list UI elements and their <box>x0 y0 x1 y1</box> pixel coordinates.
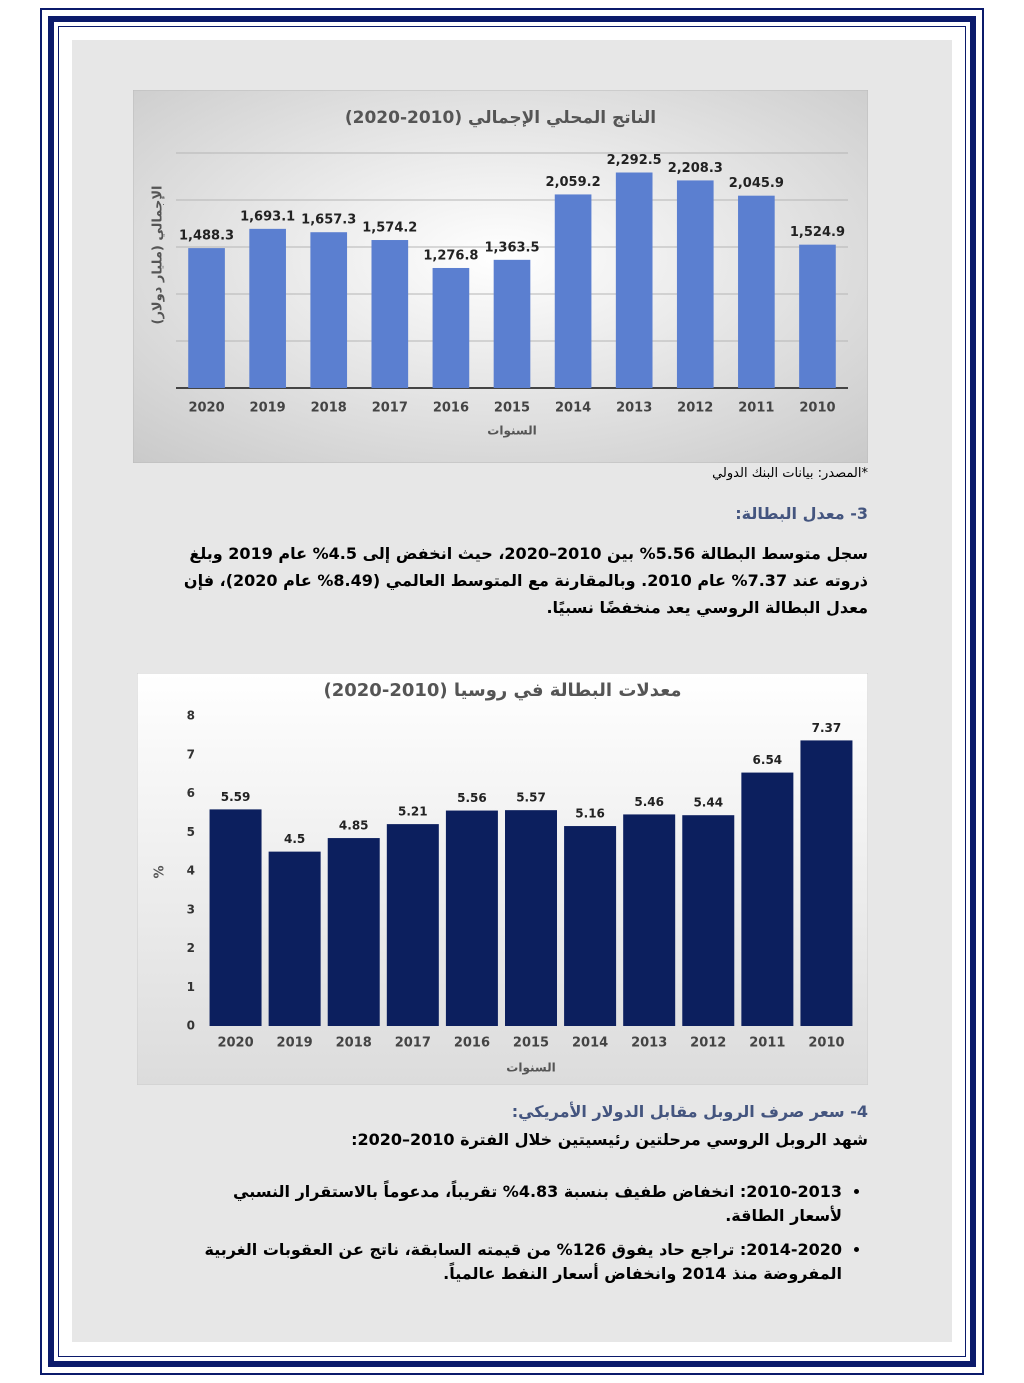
unemployment-chart: معدلات البطالة في روسيا (2010-2020) السنو… <box>137 673 868 1085</box>
bar <box>676 180 714 388</box>
bar <box>493 259 531 388</box>
data-label: 6.54 <box>753 753 783 767</box>
x-tick-label: 2014 <box>572 1036 608 1051</box>
list: 2010-2013: انخفاض طفيف بنسبة 4.83% تقريب… <box>178 1180 868 1286</box>
bar <box>799 244 836 388</box>
y-tick-label: 4 <box>187 864 195 878</box>
section-heading: 3- معدل البطالة: <box>735 504 868 523</box>
data-label: 1,693.1 <box>240 209 295 224</box>
paragraph: سجل متوسط البطالة 5.56% بين 2010–2020، ح… <box>183 544 868 617</box>
bar <box>445 810 498 1026</box>
x-tick-label: 2012 <box>690 1036 726 1051</box>
bar <box>432 267 470 388</box>
section-heading: 4- سعر صرف الروبل مقابل الدولار الأمريكي… <box>511 1102 868 1121</box>
data-label: 5.59 <box>221 790 251 804</box>
y-tick-label: 0 <box>187 1019 195 1033</box>
source-note: *المصدر: بيانات البنك الدولي <box>712 466 868 481</box>
y-axis-label: الإجمالي (مليار دولار) <box>151 185 166 324</box>
data-label: 1,276.8 <box>423 248 478 263</box>
y-tick-label: 3 <box>187 902 195 916</box>
y-tick-label: 1 <box>187 980 195 994</box>
data-label: 5.21 <box>398 805 428 819</box>
x-tick-label: 2019 <box>250 401 286 416</box>
x-tick-label: 2020 <box>217 1036 253 1051</box>
data-label: 5.57 <box>516 791 546 805</box>
data-label: 1,524.9 <box>790 225 845 240</box>
data-label: 1,574.2 <box>362 221 417 236</box>
x-tick-label: 2017 <box>372 401 408 416</box>
x-tick-label: 2013 <box>631 1036 667 1051</box>
bar <box>741 772 794 1026</box>
x-tick-label: 2019 <box>277 1036 313 1051</box>
x-tick-label: 2010 <box>799 401 835 416</box>
y-tick-label: 6 <box>187 786 195 800</box>
bar <box>554 194 592 388</box>
data-label: 5.46 <box>634 795 664 809</box>
chart-title: الناتج المحلي الإجمالي (2010-2020) <box>345 108 656 128</box>
bar <box>310 232 348 388</box>
x-tick-label: 2011 <box>749 1036 785 1051</box>
data-label: 1,657.3 <box>301 213 356 228</box>
data-label: 4.85 <box>339 819 369 833</box>
bar <box>268 851 321 1026</box>
bar <box>249 228 286 388</box>
bullet: 2014-2020: تراجع حاد يفوق 126% من قيمته … <box>178 1238 842 1286</box>
data-label: 5.56 <box>457 791 487 805</box>
bullet: 2010-2013: انخفاض طفيف بنسبة 4.83% تقريب… <box>178 1180 842 1228</box>
frame <box>40 8 984 1375</box>
data-label: 1,363.5 <box>484 240 539 255</box>
bar <box>800 740 853 1026</box>
x-tick-label: 2014 <box>555 401 591 416</box>
x-tick-label: 2016 <box>433 401 469 416</box>
data-label: 7.37 <box>812 721 842 735</box>
bar <box>505 810 557 1026</box>
bar <box>564 826 617 1026</box>
data-label: 2,208.3 <box>668 161 723 176</box>
bar <box>209 809 262 1026</box>
x-tick-label: 2015 <box>513 1036 549 1051</box>
paragraph: شهد الروبل الروسي مرحلتين رئيسيتين خلال … <box>351 1130 868 1149</box>
frame <box>48 16 976 1367</box>
y-tick-label: 2 <box>187 941 195 955</box>
x-tick-label: 2013 <box>616 401 652 416</box>
x-axis-label: السنوات <box>506 1061 555 1076</box>
data-label: 2,292.5 <box>607 153 662 168</box>
y-tick-label: 7 <box>187 747 195 761</box>
bar <box>188 248 225 388</box>
data-label: 2,045.9 <box>729 176 784 191</box>
x-tick-label: 2017 <box>395 1036 431 1051</box>
bar <box>738 195 775 388</box>
gdp-chart: الناتج المحلي الإجمالي (2010-2020) السنوا… <box>133 90 868 463</box>
y-tick-label: 8 <box>187 709 195 723</box>
x-tick-label: 2011 <box>738 401 774 416</box>
x-tick-label: 2010 <box>808 1036 844 1051</box>
y-tick-label: 5 <box>187 825 195 839</box>
x-tick-label: 2015 <box>494 401 530 416</box>
x-tick-label: 2012 <box>677 401 713 416</box>
x-tick-label: 2018 <box>311 401 347 416</box>
chart-title: معدلات البطالة في روسيا (2010-2020) <box>323 680 681 701</box>
data-label: 5.16 <box>575 807 605 821</box>
x-tick-label: 2016 <box>454 1036 490 1051</box>
data-label: 5.44 <box>693 796 723 810</box>
data-label: 1,488.3 <box>179 229 234 244</box>
bar <box>327 838 380 1026</box>
data-label: 2,059.2 <box>546 175 601 190</box>
y-axis-label: % <box>153 865 168 878</box>
x-tick-label: 2020 <box>188 401 224 416</box>
x-axis-label: السنوات <box>487 424 536 439</box>
bullet-list: 2010-2013: انخفاض طفيف بنسبة 4.83% تقريب… <box>178 1180 868 1296</box>
bar <box>371 240 409 388</box>
bar <box>386 824 439 1026</box>
bar <box>623 814 676 1026</box>
data-label: 4.5 <box>284 832 305 846</box>
bar <box>682 815 735 1026</box>
bar <box>615 172 653 388</box>
frame <box>58 26 966 1357</box>
x-tick-label: 2018 <box>336 1036 372 1051</box>
